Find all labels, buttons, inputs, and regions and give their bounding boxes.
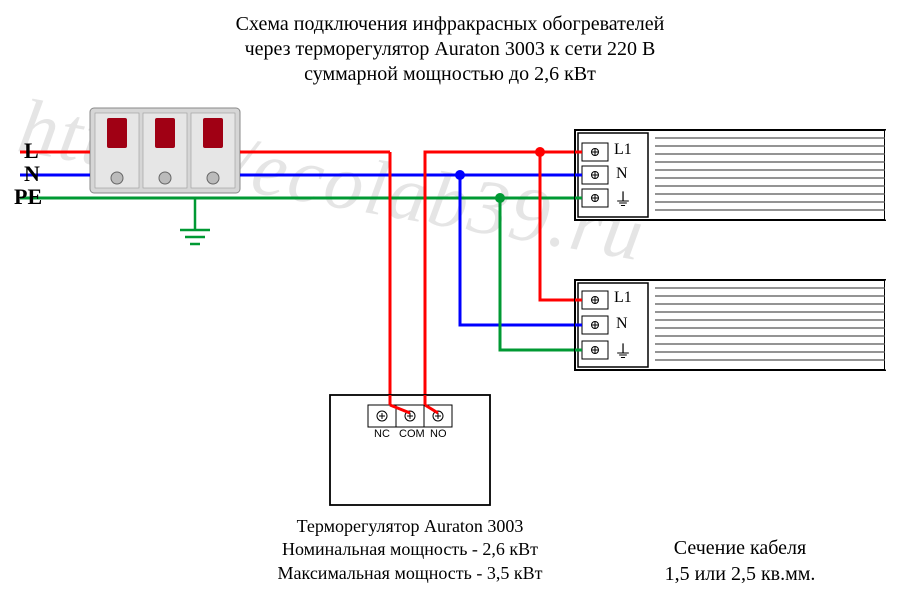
heater1-L1: L1 bbox=[614, 141, 632, 159]
junction-l bbox=[535, 147, 545, 157]
therm-NO: NO bbox=[430, 428, 447, 440]
therm-COM: COM bbox=[399, 428, 425, 440]
wiring-diagram bbox=[0, 0, 900, 600]
heater2-L1: L1 bbox=[614, 289, 632, 307]
heater2-N: N bbox=[616, 315, 628, 333]
thermostat-caption: Терморегулятор Auraton 3003 Номинальная … bbox=[240, 515, 580, 585]
thermostat bbox=[330, 395, 490, 505]
heater2-PE-icon: ⏚ bbox=[614, 338, 632, 364]
cable-note: Сечение кабеля 1,5 или 2,5 кв.мм. bbox=[610, 535, 870, 587]
heater1-PE-icon: ⏚ bbox=[614, 186, 632, 212]
label-PE: PE bbox=[14, 184, 42, 210]
heater1-N: N bbox=[616, 165, 628, 183]
ground-symbol-icon bbox=[180, 198, 210, 244]
junction-n bbox=[455, 170, 465, 180]
circuit-breaker bbox=[90, 108, 240, 193]
therm-NC: NC bbox=[374, 428, 390, 440]
junction-pe bbox=[495, 193, 505, 203]
